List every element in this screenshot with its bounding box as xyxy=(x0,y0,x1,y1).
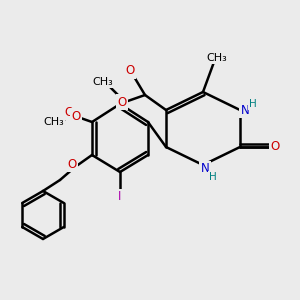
Text: N: N xyxy=(201,163,209,176)
Text: N: N xyxy=(241,103,249,116)
Text: O: O xyxy=(270,140,280,154)
Text: O: O xyxy=(117,95,127,109)
Text: CH₃: CH₃ xyxy=(44,117,64,127)
Text: O: O xyxy=(125,64,135,77)
Text: O: O xyxy=(68,158,76,170)
Text: H: H xyxy=(209,172,217,182)
Text: O: O xyxy=(64,106,74,118)
Text: O: O xyxy=(71,110,81,122)
Text: H: H xyxy=(249,99,257,109)
Text: CH₃: CH₃ xyxy=(93,77,113,87)
Text: CH₃: CH₃ xyxy=(207,53,227,63)
Text: I: I xyxy=(118,190,122,203)
